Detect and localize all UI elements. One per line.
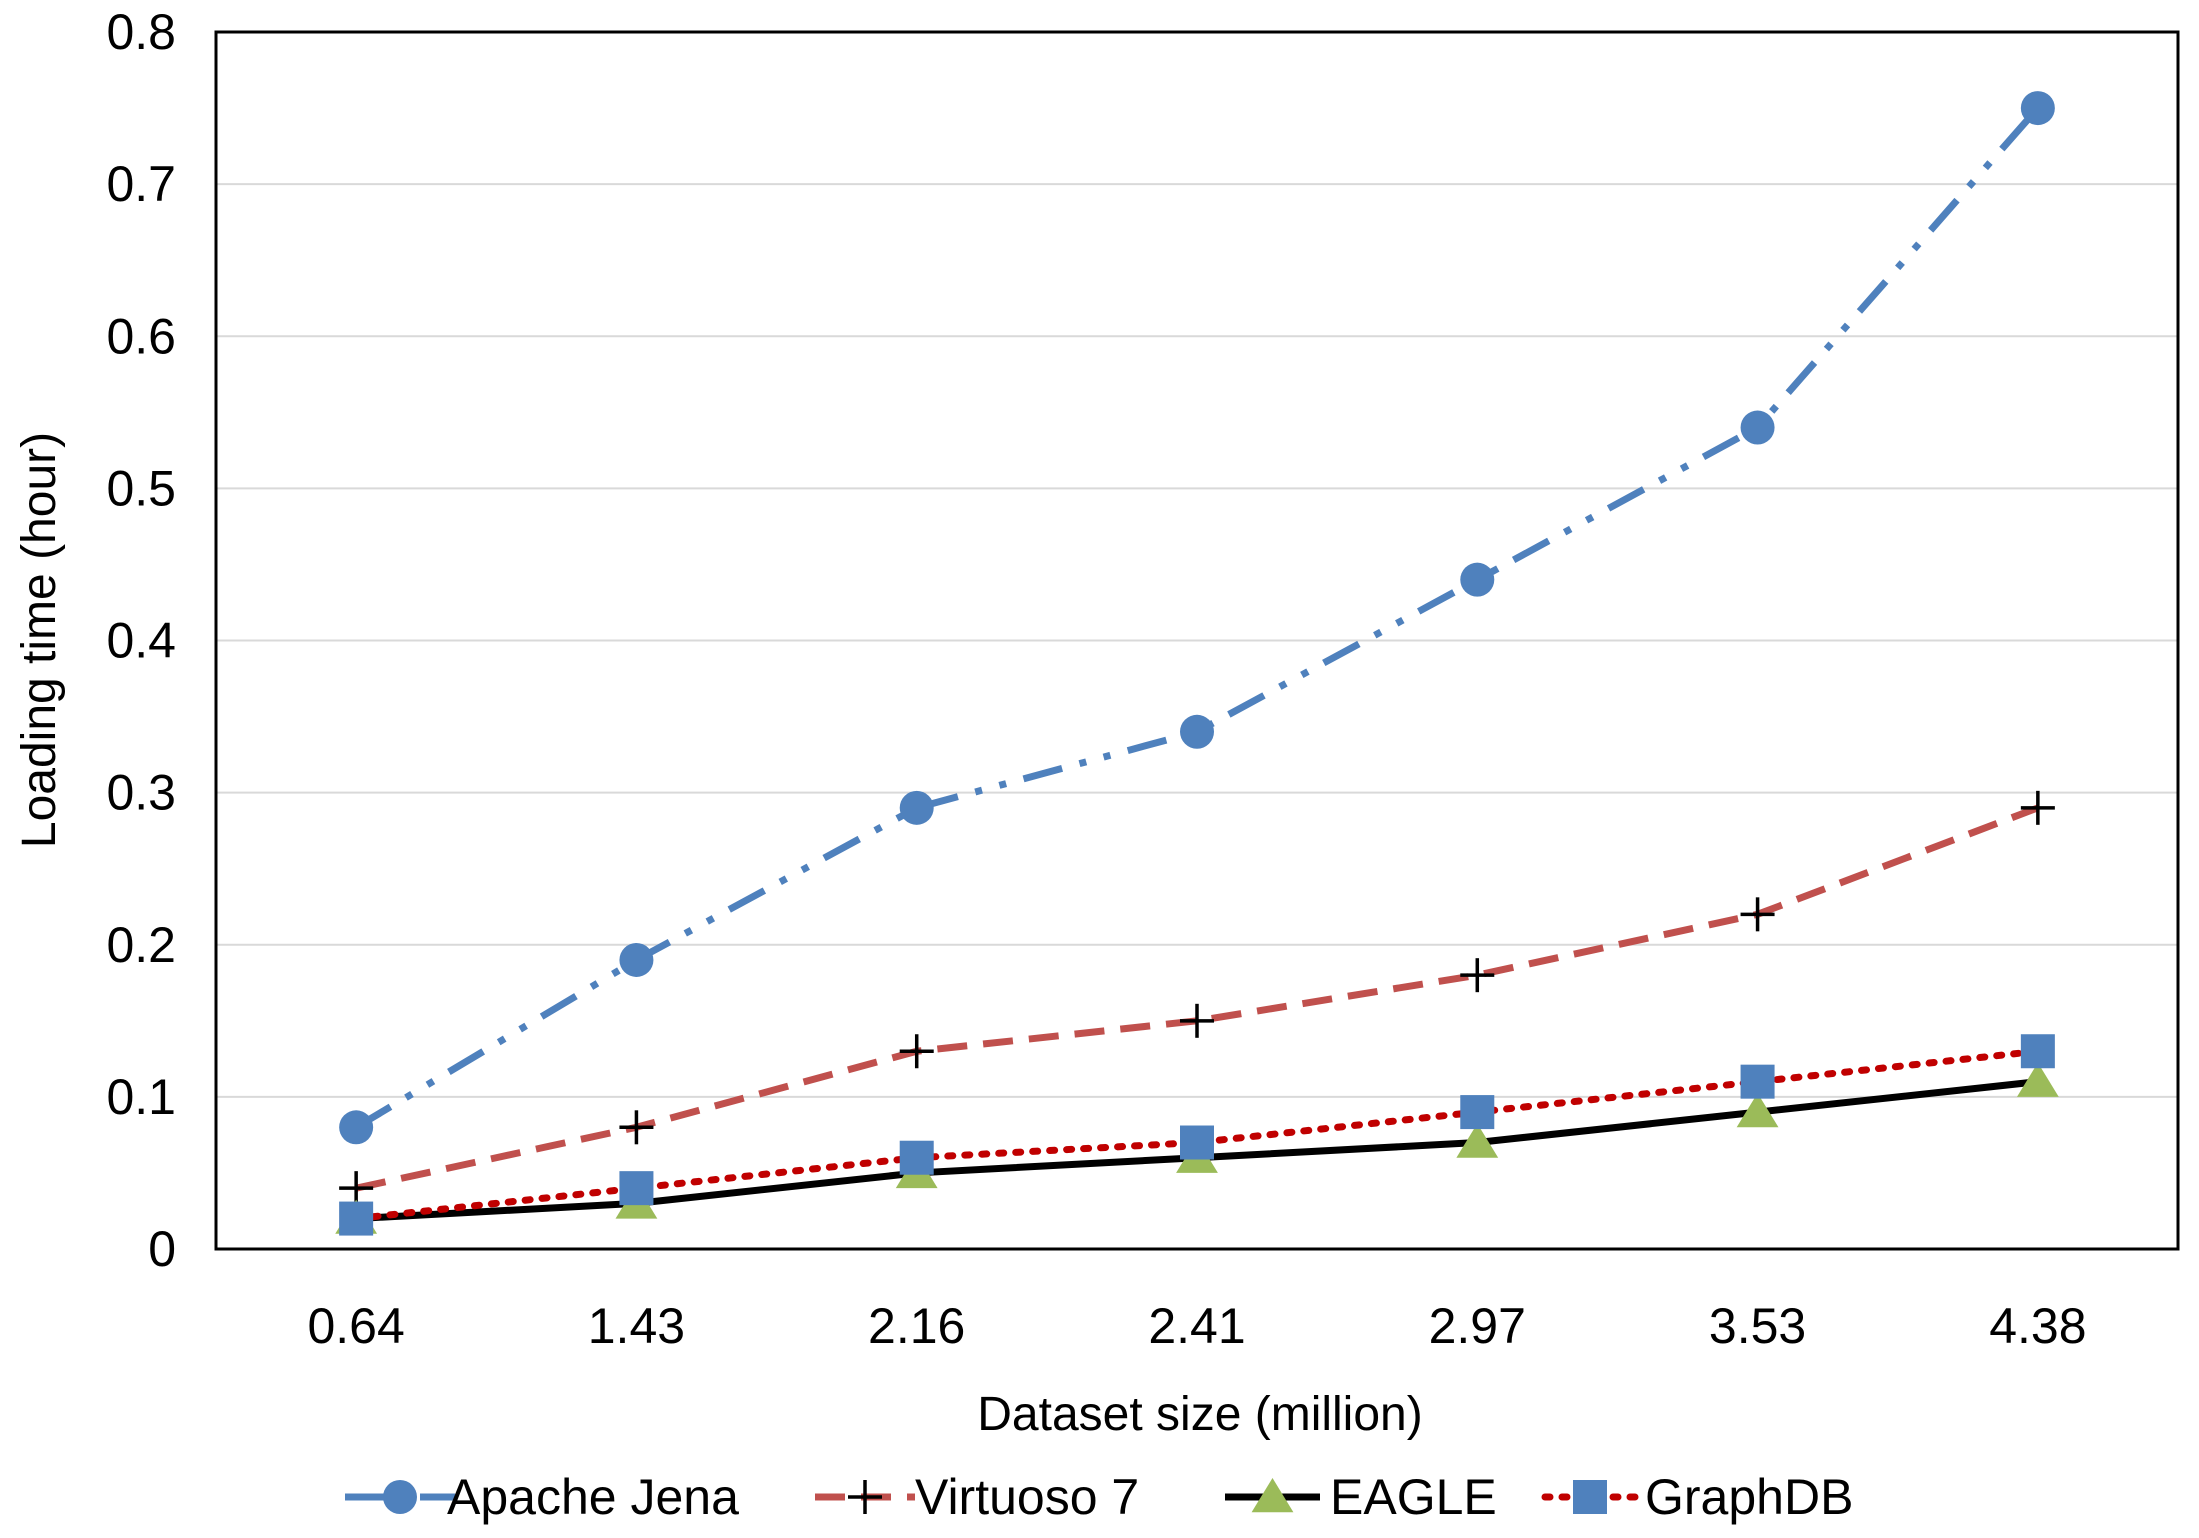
series-line-0 — [354, 105, 2041, 1131]
y-tick-label-7: 0.7 — [106, 156, 176, 212]
series-0-point-4 — [1460, 562, 1495, 597]
series-1-point-0 — [339, 1171, 374, 1206]
series-2-point-6 — [2016, 1062, 2059, 1097]
series-0-point-6 — [2020, 91, 2055, 126]
y-tick-label-1: 0.1 — [106, 1069, 176, 1125]
legend-item-3: GraphDB — [1541, 1469, 1853, 1525]
series-1-point-3 — [1180, 1003, 1214, 1038]
series-3-point-5 — [1740, 1064, 1775, 1099]
y-tick-label-5: 0.5 — [106, 460, 176, 516]
x-tick-label-6: 4.38 — [1989, 1298, 2086, 1354]
y-tick-label-3: 0.3 — [106, 765, 176, 821]
series-3-point-0 — [339, 1201, 374, 1236]
legend-marker-2 — [1251, 1478, 1294, 1513]
y-axis-ticks: 0 0.1 0.2 0.3 0.4 0.5 0.6 0.7 0.8 — [106, 4, 176, 1277]
legend-marker-1 — [848, 1480, 882, 1514]
y-tick-label-6: 0.6 — [106, 308, 176, 364]
x-axis-ticks: 0.64 1.43 2.16 2.41 2.97 3.53 4.38 — [307, 1298, 2086, 1354]
legend-label-3: GraphDB — [1645, 1469, 1853, 1525]
series-3-point-1 — [619, 1171, 654, 1206]
series-3-point-4 — [1460, 1095, 1495, 1130]
series-3-point-3 — [1180, 1125, 1214, 1160]
y-tick-label-2: 0.2 — [106, 917, 176, 973]
legend-item-0: Apache Jena — [345, 1469, 739, 1525]
series-0-point-1 — [619, 942, 654, 977]
series-1 — [339, 790, 2055, 1206]
x-axis-title: Dataset size (million) — [977, 1388, 1422, 1441]
legend: Apache Jena Virtuoso 7 EAGLE GraphDB — [345, 1469, 1853, 1525]
series-3-point-6 — [2020, 1034, 2055, 1069]
legend-label-1: Virtuoso 7 — [915, 1469, 1139, 1525]
series-1-point-6 — [2020, 790, 2055, 825]
series-0-point-0 — [339, 1110, 374, 1145]
series-1-point-2 — [899, 1034, 934, 1069]
x-tick-label-5: 3.53 — [1709, 1298, 1806, 1354]
series-3-point-2 — [899, 1140, 934, 1175]
y-tick-label-0: 0 — [148, 1221, 176, 1277]
plot-area-frame — [214, 30, 2180, 1251]
legend-item-1: Virtuoso 7 — [815, 1469, 1139, 1525]
y-axis-title: Loading time (hour) — [13, 432, 66, 848]
series-0 — [339, 91, 2055, 1145]
legend-label-0: Apache Jena — [447, 1469, 739, 1525]
y-tick-label-8: 0.8 — [106, 4, 176, 60]
x-tick-label-4: 2.97 — [1429, 1298, 1526, 1354]
x-tick-label-1: 1.43 — [588, 1298, 685, 1354]
x-tick-label-0: 0.64 — [307, 1298, 404, 1354]
series-0-point-3 — [1180, 714, 1214, 749]
legend-label-2: EAGLE — [1330, 1469, 1497, 1525]
series-1-point-4 — [1460, 958, 1495, 993]
series-2-point-5 — [1736, 1093, 1779, 1128]
y-tick-label-4: 0.4 — [106, 613, 176, 669]
series-group — [335, 91, 2059, 1236]
legend-item-2: EAGLE — [1225, 1469, 1497, 1525]
series-0-point-5 — [1740, 410, 1775, 445]
series-0-point-2 — [899, 790, 934, 825]
x-tick-label-2: 2.16 — [868, 1298, 965, 1354]
series-1-point-5 — [1740, 897, 1775, 932]
gridlines — [216, 183, 2178, 1098]
x-tick-label-3: 2.41 — [1148, 1298, 1245, 1354]
series-3 — [339, 1034, 2055, 1236]
legend-marker-0 — [383, 1480, 417, 1514]
series-2-point-4 — [1456, 1123, 1499, 1158]
series-1-point-1 — [619, 1110, 654, 1145]
legend-marker-3 — [1573, 1480, 1607, 1514]
